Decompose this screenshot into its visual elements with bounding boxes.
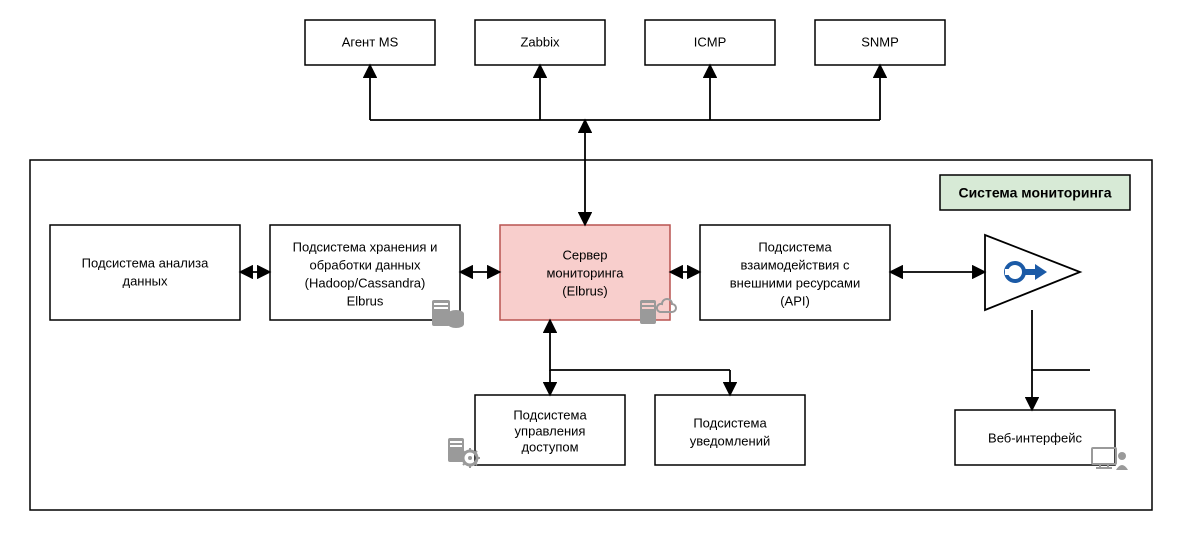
label-storage-3: (Hadoop/Cassandra): [305, 275, 426, 290]
label-server-2: мониторинга: [546, 265, 624, 280]
node-server: Сервер мониторинга (Elbrus): [500, 225, 676, 324]
label-notify-1: Подсистема: [693, 415, 767, 430]
node-snmp: SNMP: [815, 20, 945, 65]
node-agent-ms: Агент MS: [305, 20, 435, 65]
node-web: Веб-интерфейс: [955, 410, 1128, 470]
node-icmp: ICMP: [645, 20, 775, 65]
node-storage: Подсистема хранения и обработки данных (…: [270, 225, 464, 328]
title-box: Система мониторинга: [940, 175, 1130, 210]
architecture-diagram: Агент MS Zabbix ICMP SNMP Система монито…: [0, 0, 1182, 542]
node-access: Подсистема управления доступом: [448, 395, 625, 468]
label-analysis-2: данных: [122, 273, 168, 288]
label-storage-1: Подсистема хранения и: [293, 239, 438, 254]
label-notify-2: уведомлений: [690, 433, 770, 448]
node-zabbix: Zabbix: [475, 20, 605, 65]
node-api: Подсистема взаимодействия с внешними рес…: [700, 225, 890, 320]
title-label: Система мониторинга: [958, 185, 1111, 201]
label-api-4: (API): [780, 293, 810, 308]
label-access-1: Подсистема: [513, 407, 587, 422]
label-storage-2: обработки данных: [309, 257, 421, 272]
label-access-2: управления: [515, 423, 586, 438]
label-api-2: взаимодействия с: [741, 257, 850, 272]
label-server-1: Сервер: [562, 247, 607, 262]
label-web: Веб-интерфейс: [988, 430, 1082, 445]
label-icmp: ICMP: [694, 34, 727, 49]
label-analysis-1: Подсистема анализа: [82, 255, 209, 270]
label-api-3: внешними ресурсами: [730, 275, 860, 290]
node-notify: Подсистема уведомлений: [655, 395, 805, 465]
label-storage-4: Elbrus: [347, 293, 384, 308]
label-snmp: SNMP: [861, 34, 899, 49]
label-zabbix: Zabbix: [520, 34, 560, 49]
label-api-1: Подсистема: [758, 239, 832, 254]
label-access-3: доступом: [521, 439, 578, 454]
node-analysis: Подсистема анализа данных: [50, 225, 240, 320]
label-agent-ms: Агент MS: [342, 34, 399, 49]
label-server-3: (Elbrus): [562, 283, 608, 298]
